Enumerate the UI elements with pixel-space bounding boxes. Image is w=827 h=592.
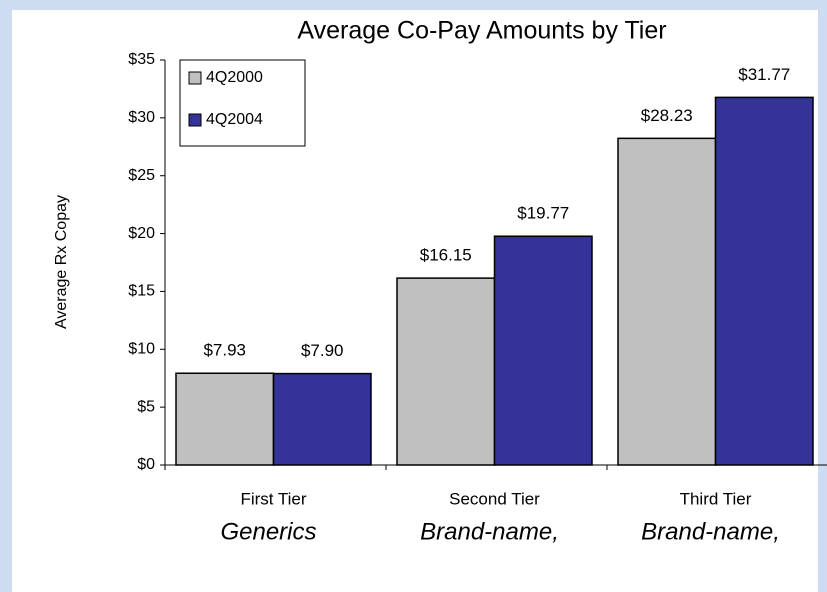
value-label: $7.90: [301, 341, 344, 360]
bar: [493, 235, 593, 466]
bar: [714, 96, 814, 466]
y-tick-label: $25: [128, 167, 155, 184]
chart-title: Average Co-Pay Amounts by Tier: [297, 17, 666, 45]
value-label: $28.23: [641, 106, 693, 125]
x-tick-label: First Tier: [240, 489, 306, 508]
legend-swatch: [188, 71, 202, 85]
bar: [617, 137, 717, 466]
legend-swatch: [188, 113, 202, 127]
x-tick-label: Second Tier: [449, 489, 540, 508]
category-note: Brand-name,: [420, 518, 559, 545]
bar: [396, 277, 496, 466]
value-label: $31.77: [738, 65, 790, 84]
bar: [272, 372, 372, 466]
y-tick-label: $35: [128, 51, 155, 68]
y-tick-label: $10: [128, 341, 155, 358]
value-label: $19.77: [517, 204, 569, 223]
y-tick-label: $20: [128, 225, 155, 242]
y-tick-label: $0: [137, 456, 155, 473]
y-axis-label: Average Rx Copay: [53, 195, 70, 329]
category-note: Generics: [220, 518, 316, 545]
legend-label: 4Q2004: [206, 111, 263, 128]
x-tick-label: Third Tier: [680, 489, 752, 508]
category-note: Brand-name,: [641, 518, 780, 545]
y-tick-label: $5: [137, 398, 155, 415]
legend-label: 4Q2000: [206, 69, 263, 86]
value-label: $16.15: [420, 246, 472, 265]
y-tick-label: $15: [128, 283, 155, 300]
value-label: $7.93: [203, 341, 246, 360]
bar: [175, 372, 275, 466]
y-tick-label: $30: [128, 109, 155, 126]
